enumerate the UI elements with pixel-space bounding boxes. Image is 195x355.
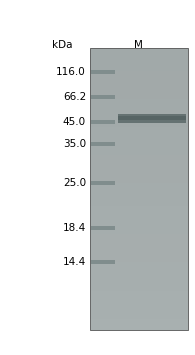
Bar (90, 257, 188, 262)
Bar (90, 172, 188, 178)
Bar (90, 87, 188, 93)
Bar (90, 234, 188, 240)
Bar (90, 104, 188, 110)
Bar (90, 166, 188, 172)
Bar (90, 240, 188, 245)
Bar (90, 82, 188, 87)
Bar (90, 307, 188, 313)
Text: 18.4: 18.4 (63, 223, 86, 233)
Bar (90, 99, 188, 104)
Bar (90, 71, 188, 76)
Bar (91, 181, 115, 185)
Text: 35.0: 35.0 (63, 139, 86, 149)
Bar (90, 268, 188, 274)
Bar (90, 65, 188, 71)
Bar (90, 245, 188, 251)
Bar (90, 184, 188, 189)
Bar (90, 229, 188, 234)
Text: 116.0: 116.0 (56, 67, 86, 77)
Bar (90, 48, 188, 54)
Bar (91, 260, 115, 264)
Bar (90, 155, 188, 161)
Bar (90, 274, 188, 279)
Bar (118, 114, 186, 122)
Bar (90, 285, 188, 290)
Bar (90, 110, 188, 116)
Bar (90, 127, 188, 133)
Text: 14.4: 14.4 (63, 257, 86, 267)
Bar (90, 206, 188, 212)
Bar (91, 226, 115, 230)
Bar (90, 251, 188, 257)
Bar (91, 95, 115, 99)
Bar (90, 290, 188, 296)
Bar (90, 189, 188, 195)
Bar (90, 149, 188, 155)
Bar (90, 93, 188, 99)
Bar (90, 302, 188, 307)
Bar (90, 48, 188, 330)
Bar (90, 195, 188, 200)
Text: 25.0: 25.0 (63, 178, 86, 188)
Text: M: M (134, 40, 142, 50)
Bar (90, 217, 188, 223)
Bar (90, 54, 188, 59)
Bar (90, 313, 188, 319)
Bar (90, 212, 188, 217)
Bar (91, 120, 115, 124)
Bar (90, 279, 188, 285)
Bar (90, 319, 188, 324)
Bar (90, 262, 188, 268)
Bar (90, 324, 188, 330)
Bar (90, 144, 188, 149)
Bar (118, 116, 186, 120)
Text: 66.2: 66.2 (63, 92, 86, 102)
Bar (90, 59, 188, 65)
Bar (90, 121, 188, 127)
Bar (90, 76, 188, 82)
Bar (90, 178, 188, 184)
Bar (90, 138, 188, 144)
Bar (90, 200, 188, 206)
Bar (90, 161, 188, 166)
Bar (90, 296, 188, 302)
Text: kDa: kDa (52, 40, 72, 50)
Bar (91, 70, 115, 74)
Bar (91, 142, 115, 146)
Bar (90, 133, 188, 138)
Text: 45.0: 45.0 (63, 117, 86, 127)
Bar (90, 116, 188, 121)
Bar (90, 223, 188, 229)
